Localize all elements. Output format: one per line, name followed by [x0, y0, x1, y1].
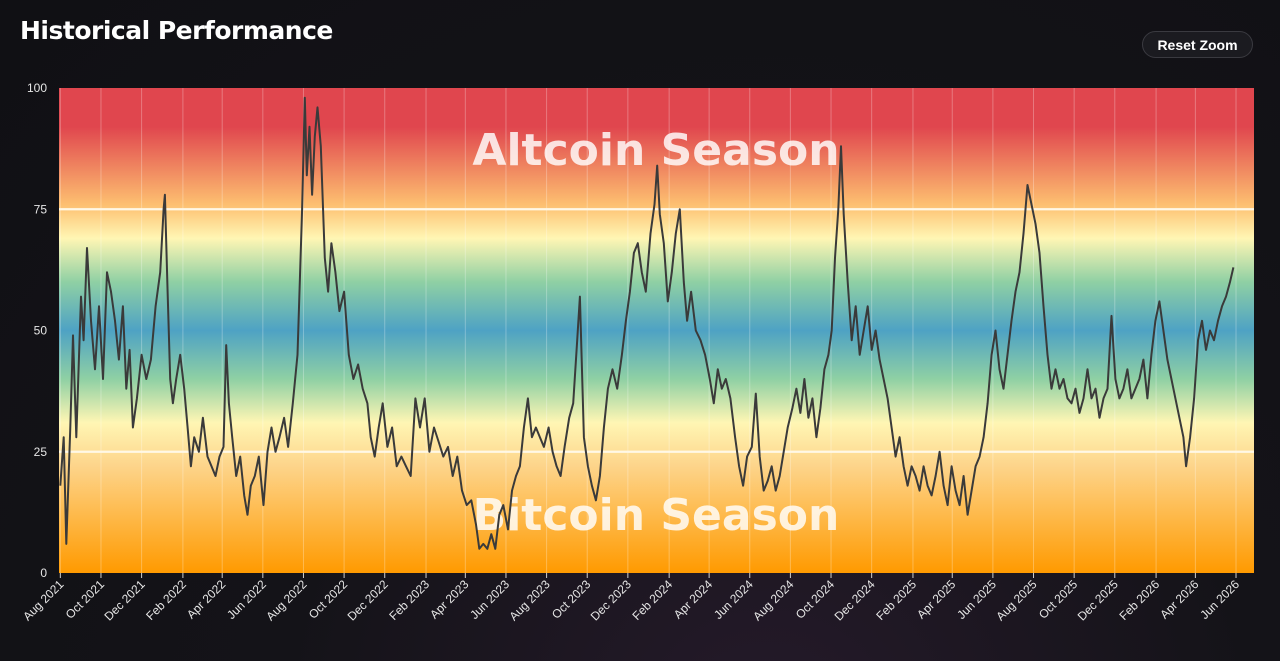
x-tick-label: Dec 2024 — [832, 577, 878, 623]
x-tick-label: Apr 2025 — [914, 577, 959, 622]
x-tick-label: Feb 2023 — [386, 577, 432, 623]
x-tick-label: Oct 2022 — [306, 577, 351, 622]
x-tick-label: Dec 2025 — [1075, 577, 1121, 623]
x-tick-label: Dec 2021 — [101, 577, 147, 623]
x-tick-label: Jun 2024 — [711, 577, 756, 622]
x-tick-label: Aug 2023 — [506, 577, 552, 623]
x-tick-label: Oct 2025 — [1036, 577, 1081, 622]
altcoin-season-label: Altcoin Season — [472, 125, 839, 176]
x-tick-label: Oct 2024 — [793, 577, 838, 622]
x-tick-label: Aug 2022 — [263, 577, 309, 623]
reference-lines — [59, 208, 1254, 453]
page-title: Historical Performance — [20, 16, 333, 45]
bitcoin-season-label: Bitcoin Season — [473, 490, 840, 541]
x-tick-label: Aug 2024 — [750, 577, 796, 623]
y-tick-label: 50 — [34, 324, 48, 338]
x-tick-label: Apr 2026 — [1157, 577, 1202, 622]
x-tick-label: Apr 2023 — [427, 577, 472, 622]
x-tick-label: Aug 2025 — [993, 577, 1039, 623]
y-axis: 0 25 50 75 100 — [27, 81, 47, 580]
index-series-line — [59, 96, 1235, 550]
x-tick-label: Dec 2022 — [345, 577, 391, 623]
y-tick-label: 0 — [40, 566, 47, 580]
x-tick-label: Feb 2026 — [1116, 577, 1162, 623]
x-tick-label: Jun 2025 — [954, 577, 999, 622]
y-tick-label: 100 — [27, 81, 47, 95]
x-tick-label: Jun 2022 — [224, 577, 269, 622]
x-tick-label: Aug 2021 — [20, 577, 66, 623]
y-tick-label: 75 — [34, 202, 48, 216]
x-tick-label: Feb 2022 — [143, 577, 189, 623]
x-tick-label: Feb 2024 — [630, 577, 676, 623]
x-tick-label: Apr 2024 — [671, 577, 716, 622]
y-tick-label: 25 — [34, 445, 48, 459]
x-tick-label: Oct 2021 — [63, 577, 108, 622]
x-tick-label: Apr 2022 — [184, 577, 229, 622]
x-tick-label: Feb 2025 — [873, 577, 919, 623]
reset-zoom-button[interactable]: Reset Zoom — [1142, 31, 1253, 58]
x-tick-label: Jun 2023 — [467, 577, 512, 622]
x-tick-label: Jun 2026 — [1197, 577, 1242, 622]
x-tick-label: Dec 2023 — [588, 577, 634, 623]
x-tick-label: Oct 2023 — [549, 577, 594, 622]
